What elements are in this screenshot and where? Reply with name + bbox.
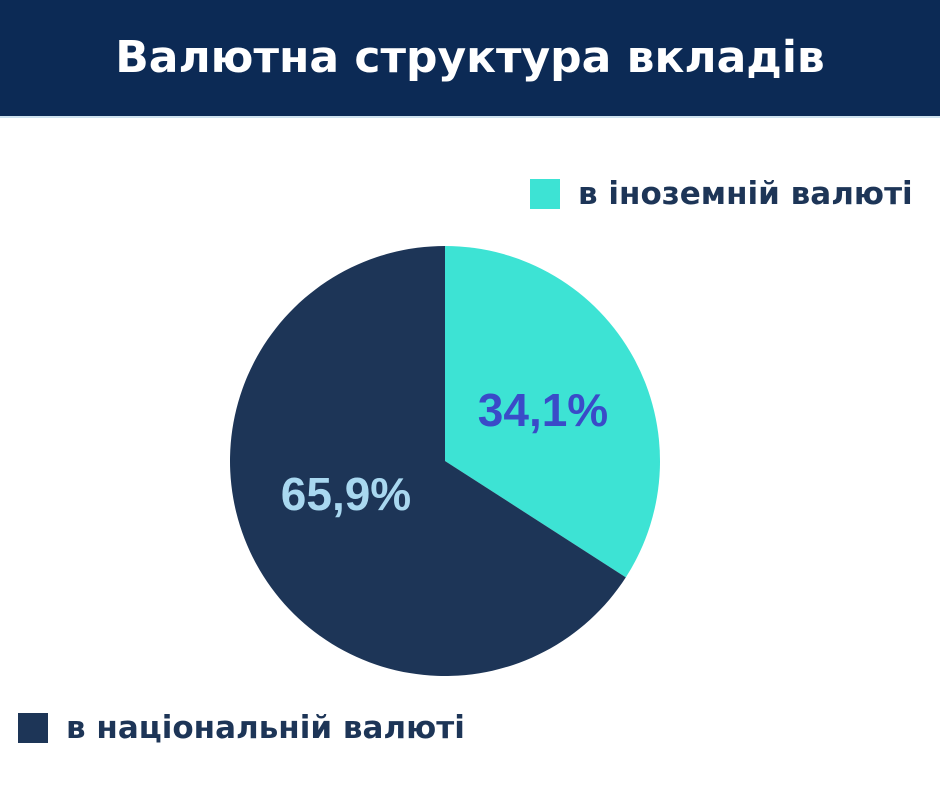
legend-item-foreign: в іноземній валюті — [530, 176, 913, 212]
slice-data-label: 65,9% — [281, 468, 411, 520]
pie-slice — [445, 246, 660, 578]
chart-title: Валютна структура вкладів — [115, 32, 825, 83]
pie-slice — [229, 246, 626, 676]
legend-label: в іноземній валюті — [578, 176, 913, 212]
legend-swatch — [530, 179, 560, 209]
legend-item-national: в національній валюті — [18, 710, 465, 746]
header-banner: Валютна структура вкладів — [0, 0, 940, 118]
legend-swatch — [18, 713, 48, 743]
legend-label: в національній валюті — [66, 710, 465, 746]
slice-data-label: 34,1% — [478, 384, 608, 436]
